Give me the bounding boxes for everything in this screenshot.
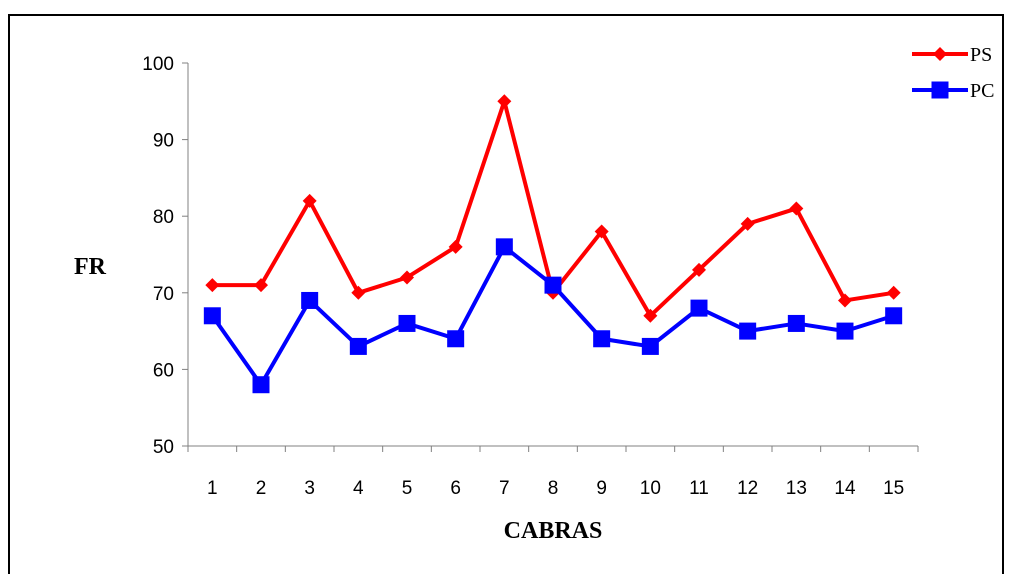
data-point-ps (302, 193, 317, 208)
legend-item-pc: PC (912, 80, 994, 102)
data-point-ps (692, 262, 706, 277)
y-tick-label: 80 (153, 207, 174, 228)
x-tick-label: 9 (596, 478, 607, 499)
x-tick-label: 7 (499, 478, 510, 499)
x-tick-label: 5 (402, 478, 413, 499)
data-point-ps (740, 216, 755, 231)
legend-item-ps: PS (912, 44, 992, 66)
data-point-ps (643, 308, 658, 323)
data-point-pc (836, 322, 854, 340)
data-point-ps (497, 94, 512, 109)
series-pc (203, 238, 903, 394)
x-tick-label: 13 (786, 478, 807, 499)
x-tick-label: 11 (689, 478, 709, 499)
data-point-ps (400, 270, 414, 285)
x-axis-ticks: 1 2 3 4 5 6 7 8 9 10 11 12 13 14 15 (187, 446, 919, 499)
x-tick-label: 12 (737, 478, 758, 499)
data-point-pc (787, 314, 805, 332)
chart-frame: 50 60 70 80 90 100 1 2 3 4 5 6 7 8 9 10 11 12 13 14 15 FR C… (8, 14, 1004, 574)
data-point-ps (789, 201, 804, 216)
x-tick-label: 1 (207, 478, 218, 499)
data-point-pc (641, 337, 659, 355)
y-tick-label: 100 (142, 54, 174, 75)
data-point-pc (301, 291, 319, 309)
series-layer (203, 94, 903, 394)
legend-label: PC (970, 80, 994, 102)
data-point-ps (254, 278, 268, 293)
x-tick-label: 15 (883, 478, 904, 499)
data-point-pc (495, 238, 513, 256)
data-point-pc (593, 330, 611, 348)
legend-marker (931, 81, 949, 99)
y-tick-label: 50 (153, 437, 174, 458)
data-point-ps (886, 285, 901, 300)
x-tick-label: 2 (256, 478, 267, 499)
data-point-ps (351, 285, 366, 300)
legend-marker (933, 47, 947, 61)
x-tick-label: 14 (834, 478, 856, 499)
x-tick-label: 4 (353, 478, 364, 499)
x-tick-label: 10 (640, 478, 661, 499)
data-point-pc (690, 299, 708, 317)
data-point-pc (739, 322, 757, 340)
y-tick-label: 60 (153, 360, 174, 381)
data-point-ps (205, 278, 220, 293)
data-point-pc (447, 330, 465, 348)
x-tick-label: 3 (304, 478, 315, 499)
legend: PS PC (912, 44, 994, 102)
y-tick-label: 90 (153, 131, 174, 152)
data-point-pc (349, 337, 367, 355)
x-axis-label: CABRAS (504, 518, 603, 544)
data-point-ps (838, 293, 852, 308)
data-point-pc (252, 376, 270, 394)
data-point-pc (203, 307, 221, 325)
data-point-pc (544, 276, 562, 294)
y-axis-label: FR (74, 254, 107, 280)
data-point-ps (594, 224, 609, 239)
legend-label: PS (970, 44, 992, 66)
chart-axes (187, 63, 918, 447)
x-tick-label: 6 (450, 478, 461, 499)
data-point-ps (448, 239, 463, 254)
x-tick-label: 8 (548, 478, 559, 499)
y-axis-ticks: 50 60 70 80 90 100 (142, 54, 188, 458)
data-point-pc (398, 314, 416, 332)
data-point-pc (885, 307, 903, 325)
y-tick-label: 70 (153, 284, 174, 305)
